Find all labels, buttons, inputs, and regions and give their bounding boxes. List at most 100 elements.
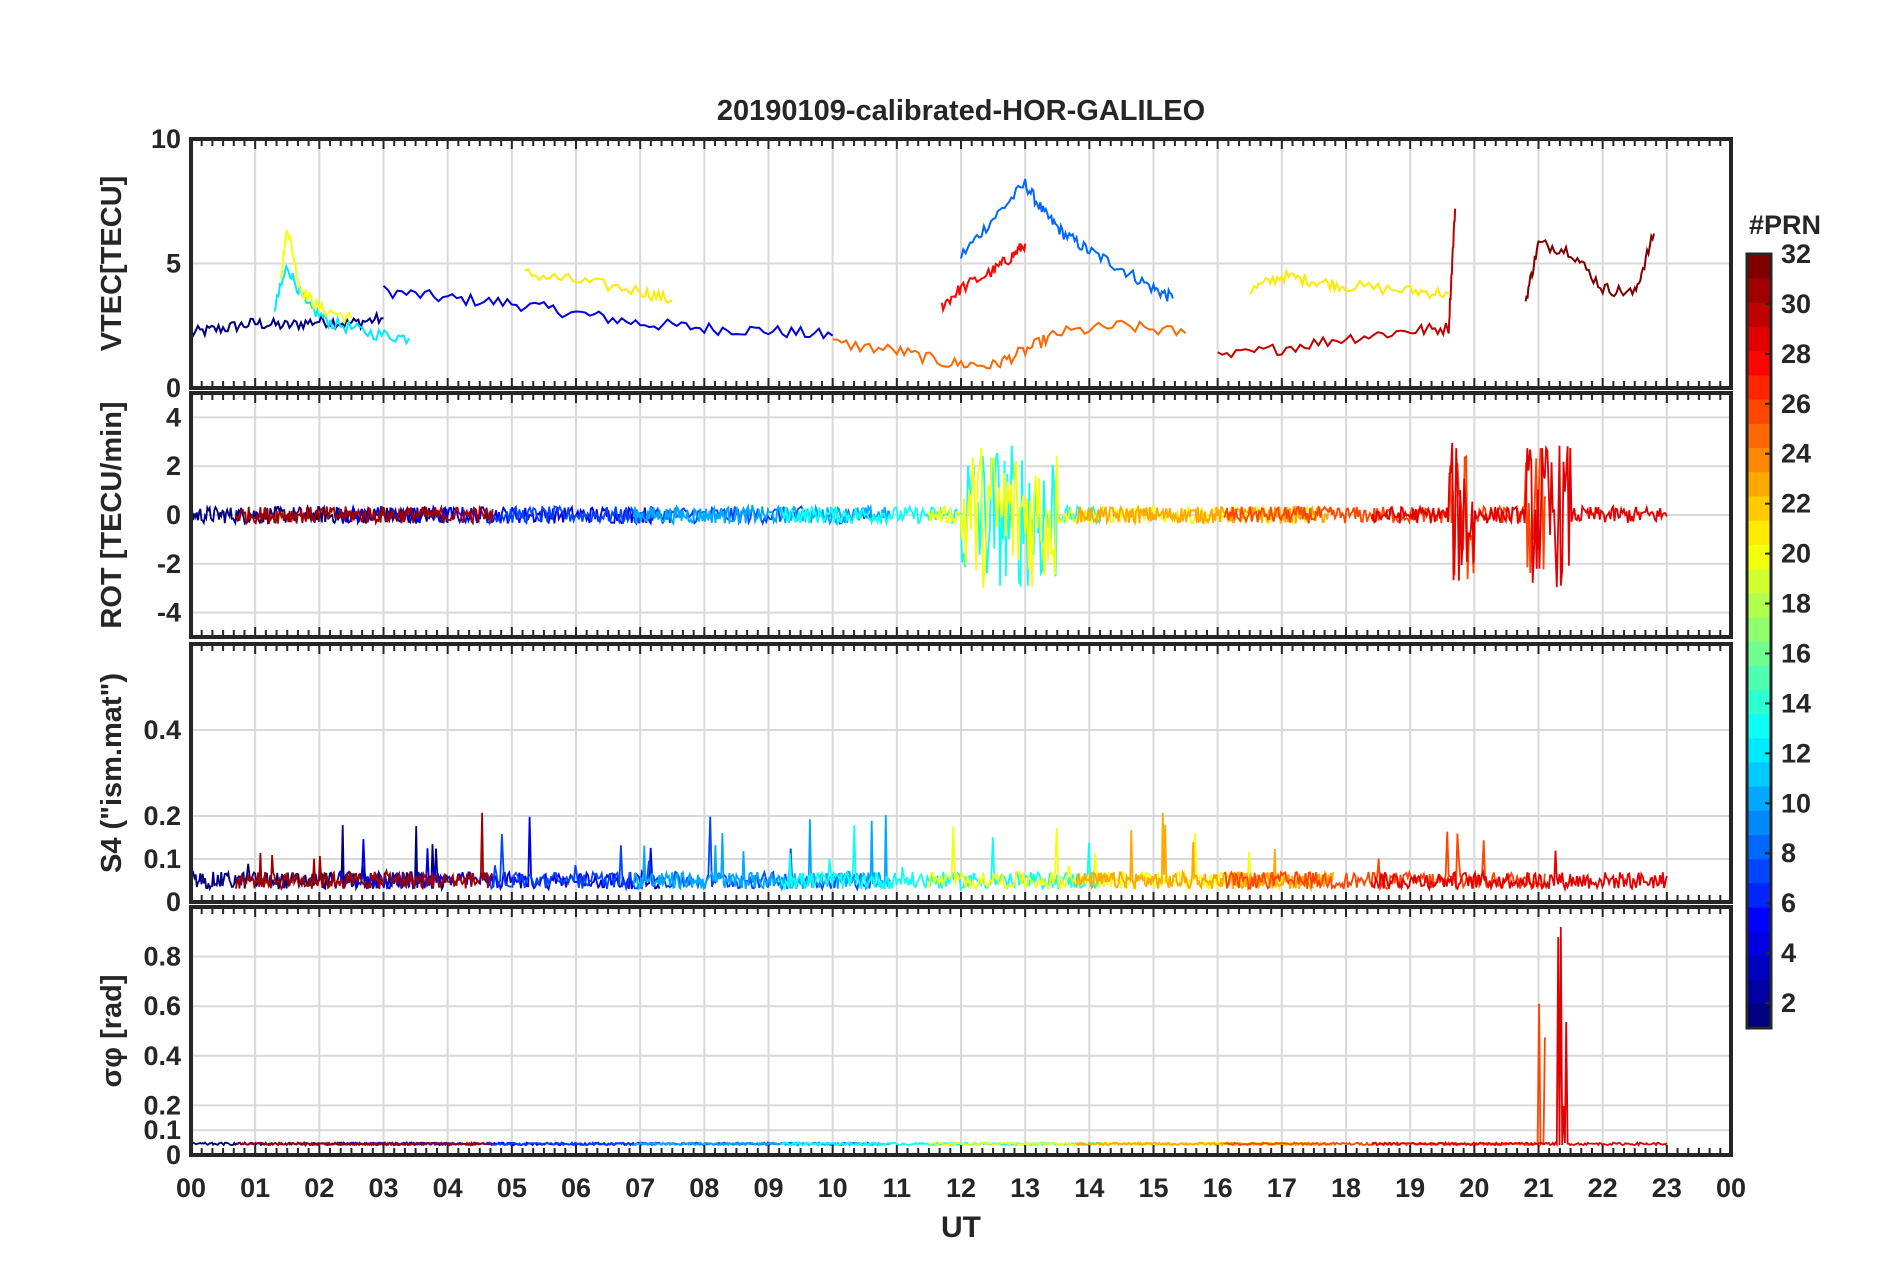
x-tick-label: 15 bbox=[1138, 1173, 1168, 1203]
series-line bbox=[1075, 812, 1335, 893]
colorbar-segment bbox=[1747, 592, 1771, 618]
colorbar-tick-label: 16 bbox=[1781, 638, 1811, 668]
colorbar-segment bbox=[1747, 568, 1771, 594]
colorbar-segment bbox=[1747, 374, 1771, 400]
y-tick-label: 2 bbox=[166, 451, 181, 481]
colorbar-frame bbox=[1745, 252, 1773, 1030]
series-line bbox=[1217, 208, 1457, 359]
x-tick-label: 20 bbox=[1459, 1173, 1489, 1203]
x-tick-label: 17 bbox=[1267, 1173, 1297, 1203]
colorbar-segment bbox=[1747, 616, 1771, 642]
colorbar-tick-label: 24 bbox=[1781, 439, 1811, 469]
x-tick-label: 11 bbox=[883, 1173, 912, 1203]
colorbar-segment bbox=[1747, 302, 1771, 328]
data-traces bbox=[190, 442, 1668, 589]
series-line bbox=[235, 1140, 493, 1147]
colorbar-tick-label: 4 bbox=[1781, 938, 1796, 968]
plot-frame bbox=[189, 905, 1733, 1157]
colorbar-tick-label: 12 bbox=[1781, 738, 1811, 768]
y-tick-label: 0.1 bbox=[143, 1115, 181, 1145]
series-line bbox=[1524, 232, 1655, 302]
series-line bbox=[1248, 267, 1450, 300]
y-tick-label: 0.1 bbox=[143, 844, 181, 874]
x-tick-label: 13 bbox=[1010, 1173, 1040, 1203]
colorbar-segment bbox=[1747, 955, 1771, 981]
colorbar-segment bbox=[1747, 1003, 1771, 1029]
y-axis-label: ROT [TECU/min] bbox=[96, 401, 128, 628]
series-line bbox=[279, 229, 353, 326]
x-tick-label: 14 bbox=[1074, 1173, 1104, 1203]
colorbar-tick-label: 30 bbox=[1781, 289, 1811, 319]
series-line bbox=[780, 825, 1103, 892]
series-line bbox=[928, 826, 1315, 892]
x-tick-label: 16 bbox=[1203, 1173, 1233, 1203]
x-tick-label: 05 bbox=[497, 1173, 527, 1203]
panel-1: 0 5 10 VTEC[TECU] bbox=[96, 124, 1733, 403]
panel-3: 0 0.1 0.2 0.4 S4 ("ism.mat") bbox=[96, 642, 1733, 917]
x-tick-label: 21 bbox=[1523, 1173, 1553, 1203]
colorbar-segment bbox=[1747, 495, 1771, 521]
colorbar-segment bbox=[1747, 471, 1771, 497]
series-line bbox=[273, 263, 411, 346]
panel-2: -4 -2 0 2 4 ROT [TECU/min] bbox=[96, 391, 1733, 639]
series-line bbox=[190, 310, 384, 339]
y-tick-label: 0.6 bbox=[143, 991, 181, 1021]
colorbar-segment bbox=[1747, 326, 1771, 352]
series-line bbox=[1370, 926, 1668, 1148]
x-tick-label: 19 bbox=[1395, 1173, 1425, 1203]
x-tick-label: 00 bbox=[1716, 1173, 1746, 1203]
y-tick-label: 5 bbox=[166, 249, 181, 279]
y-axis-label: VTEC[TECU] bbox=[96, 176, 128, 352]
colorbar-segment bbox=[1747, 713, 1771, 739]
x-tick-label: 00 bbox=[176, 1173, 206, 1203]
colorbar-segment bbox=[1747, 979, 1771, 1005]
plot-frame bbox=[189, 391, 1733, 639]
data-traces bbox=[190, 926, 1668, 1148]
colorbar-segment bbox=[1747, 665, 1771, 690]
colorbar-segment bbox=[1747, 810, 1771, 835]
y-tick-label: 0.4 bbox=[143, 1041, 181, 1071]
x-tick-label: 01 bbox=[240, 1173, 270, 1203]
colorbar-segment bbox=[1747, 786, 1771, 811]
x-tick-label: 18 bbox=[1331, 1173, 1361, 1203]
series-line bbox=[235, 504, 494, 526]
colorbar-tick-label: 2 bbox=[1781, 988, 1796, 1018]
series-line bbox=[960, 178, 1174, 302]
x-axis-label: UT bbox=[941, 1211, 981, 1244]
colorbar-segment bbox=[1747, 447, 1771, 473]
series-line bbox=[235, 812, 494, 891]
y-tick-label: 0.2 bbox=[143, 1090, 181, 1120]
y-tick-label: 10 bbox=[151, 124, 181, 154]
colorbar-tick-label: 22 bbox=[1781, 489, 1811, 519]
colorbar-segment bbox=[1747, 907, 1771, 932]
colorbar-tick-label: 28 bbox=[1781, 339, 1811, 369]
colorbar-segment bbox=[1747, 544, 1771, 569]
colorbar-segment bbox=[1747, 423, 1771, 448]
colorbar-tick-label: 14 bbox=[1781, 688, 1811, 718]
series-line bbox=[524, 268, 673, 305]
series-line bbox=[1370, 850, 1668, 893]
x-tick-label: 03 bbox=[368, 1173, 398, 1203]
series-line bbox=[832, 319, 1187, 370]
plot-frame bbox=[189, 642, 1733, 904]
y-tick-label: -2 bbox=[157, 549, 181, 579]
colorbar-segment bbox=[1747, 520, 1771, 545]
data-traces bbox=[190, 812, 1668, 893]
x-tick-label: 22 bbox=[1588, 1173, 1618, 1203]
panel-4: 00.10.2 0.4 0.6 0.8 σφ [rad] bbox=[96, 905, 1733, 1170]
colorbar-tick-label: 10 bbox=[1781, 788, 1811, 818]
colorbar-tick-label: 6 bbox=[1781, 888, 1796, 918]
x-tick-label: 07 bbox=[625, 1173, 655, 1203]
colorbar-segment bbox=[1747, 278, 1771, 303]
chart-title: 20190109-calibrated-HOR-GALILEO bbox=[717, 95, 1205, 127]
x-tick-label: 06 bbox=[561, 1173, 591, 1203]
y-tick-label: -4 bbox=[157, 598, 181, 628]
colorbar-tick-label: 26 bbox=[1781, 389, 1811, 419]
colorbar-tick-label: 20 bbox=[1781, 539, 1811, 569]
colorbar-segment bbox=[1747, 689, 1771, 715]
x-tick-label: 02 bbox=[304, 1173, 334, 1203]
y-tick-label: 0 bbox=[166, 887, 181, 917]
